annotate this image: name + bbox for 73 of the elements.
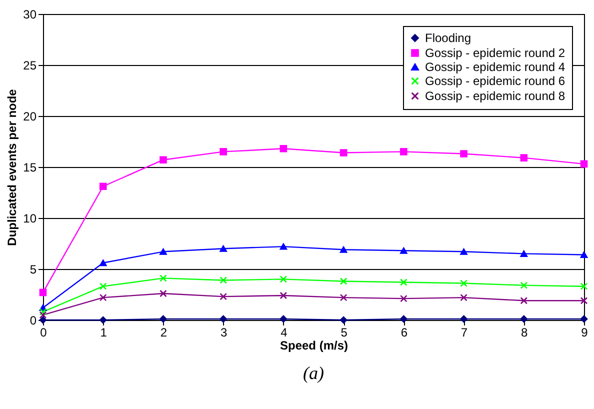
point bbox=[280, 292, 288, 300]
point bbox=[39, 308, 47, 316]
point bbox=[400, 315, 408, 323]
point bbox=[220, 315, 227, 323]
point bbox=[340, 316, 348, 324]
point bbox=[400, 294, 408, 302]
point bbox=[340, 294, 348, 302]
legend-label: Gossip - epidemic round 6 bbox=[425, 74, 566, 88]
point bbox=[460, 280, 468, 287]
point bbox=[39, 288, 47, 296]
y-tick-label: 0 bbox=[30, 314, 37, 328]
point bbox=[340, 246, 348, 253]
point bbox=[99, 182, 107, 190]
point bbox=[280, 144, 288, 152]
point bbox=[280, 315, 288, 323]
point bbox=[220, 148, 227, 156]
point bbox=[160, 156, 167, 164]
legend-label: Flooding bbox=[425, 31, 472, 45]
legend-label: Gossip - epidemic round 2 bbox=[425, 46, 566, 60]
point bbox=[220, 292, 227, 300]
point bbox=[99, 316, 107, 324]
point bbox=[340, 278, 348, 285]
x-tick-label: 2 bbox=[160, 326, 168, 340]
x-axis-title: Speed (m/s) bbox=[280, 338, 348, 352]
point bbox=[99, 294, 107, 302]
point bbox=[520, 250, 528, 257]
point bbox=[520, 315, 528, 323]
y-tick-label: 5 bbox=[30, 262, 37, 276]
point bbox=[220, 245, 227, 252]
x-tick-label: 8 bbox=[521, 326, 528, 340]
point bbox=[520, 296, 528, 304]
point bbox=[160, 290, 167, 298]
x-tick-label: 0 bbox=[40, 326, 48, 340]
point bbox=[460, 294, 468, 302]
y-axis-title: Duplicated events per node bbox=[5, 88, 20, 246]
point bbox=[460, 150, 468, 158]
point bbox=[160, 248, 167, 255]
x-tick-label: 3 bbox=[220, 326, 228, 340]
point bbox=[280, 276, 288, 283]
point bbox=[580, 282, 588, 290]
point bbox=[400, 278, 408, 286]
text: (a) bbox=[303, 363, 324, 383]
point bbox=[400, 148, 408, 156]
point bbox=[220, 276, 227, 284]
y-tick-label: 30 bbox=[23, 8, 37, 22]
point bbox=[520, 154, 528, 162]
x-tick-label: 7 bbox=[460, 326, 468, 340]
point bbox=[39, 316, 47, 324]
point bbox=[580, 315, 588, 323]
point bbox=[460, 315, 468, 323]
y-tick-label: 20 bbox=[23, 110, 37, 124]
point bbox=[580, 296, 588, 304]
point bbox=[99, 260, 107, 266]
x-tick-label: 9 bbox=[581, 326, 588, 340]
point bbox=[400, 247, 408, 254]
y-tick-label: 15 bbox=[23, 160, 37, 174]
point bbox=[160, 274, 167, 282]
point bbox=[160, 315, 167, 323]
x-tick-label: 4 bbox=[280, 326, 288, 340]
legend-label: Gossip - epidemic round 8 bbox=[425, 89, 566, 103]
point bbox=[460, 248, 468, 255]
y-tick-label: 10 bbox=[23, 212, 37, 226]
x-tick-label: 1 bbox=[100, 326, 108, 340]
point bbox=[99, 282, 107, 290]
point bbox=[280, 243, 288, 250]
point bbox=[580, 251, 588, 258]
y-tick-label: 25 bbox=[23, 58, 37, 72]
x-tick-label: 5 bbox=[340, 326, 348, 340]
point bbox=[580, 160, 588, 168]
point bbox=[340, 149, 348, 156]
legend-label: Gossip - epidemic round 4 bbox=[425, 60, 566, 74]
point bbox=[520, 282, 528, 289]
x-tick-label: 6 bbox=[400, 326, 408, 340]
